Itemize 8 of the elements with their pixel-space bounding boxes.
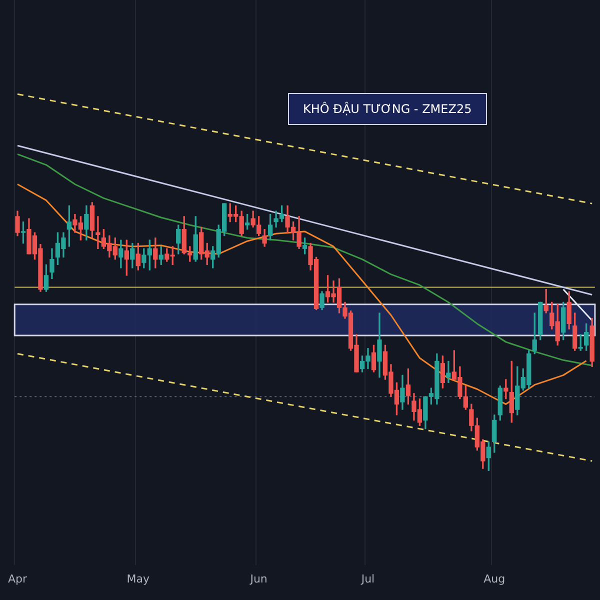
candlestick (96, 216, 100, 249)
x-tick-label: Apr (8, 572, 28, 586)
x-tick-label: Aug (484, 572, 506, 586)
x-tick-label: Jul (360, 572, 375, 586)
candlestick (446, 360, 451, 384)
x-tick-label: Jun (249, 572, 268, 586)
x-tick-label: May (126, 572, 150, 586)
chart-title: KHÔ ĐẬU TƯƠNG - ZMEZ25 (288, 93, 487, 125)
